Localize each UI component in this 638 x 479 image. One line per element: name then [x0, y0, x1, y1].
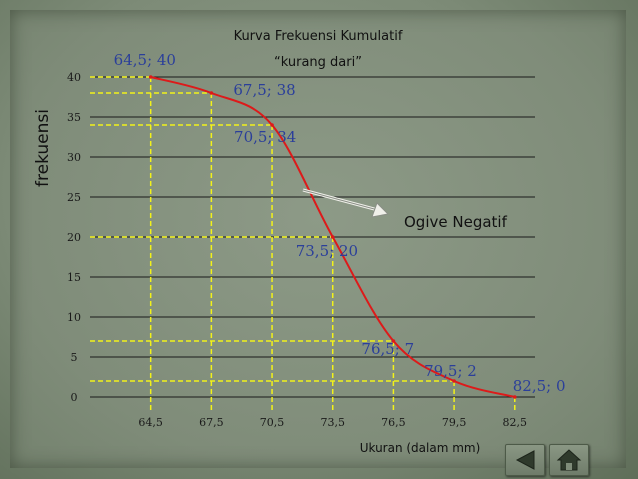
- data-point: [452, 379, 456, 383]
- home-icon: [556, 449, 582, 471]
- y-tick-label: 40: [67, 71, 81, 84]
- x-tick-label: 70,5: [260, 416, 285, 429]
- data-point: [148, 75, 153, 79]
- data-point: [270, 123, 274, 127]
- annotation-arrow: [302, 188, 390, 218]
- y-tick-label: 35: [67, 111, 81, 124]
- prev-slide-button[interactable]: [505, 444, 545, 476]
- x-tick-label: 64,5: [138, 416, 163, 429]
- label-layer: 64,5; 40 67,5; 38 70,5; 34 73,5; 20 76,5; 7 7…: [114, 51, 566, 395]
- data-point: [391, 339, 396, 343]
- y-tick-label: 0: [71, 391, 78, 404]
- guide-layer: [90, 76, 516, 412]
- point-label: 64,5; 40: [114, 51, 176, 69]
- data-point: [209, 91, 214, 95]
- home-button[interactable]: [549, 444, 589, 476]
- y-axis-label: frekuensi: [33, 109, 53, 187]
- y-tick-label: 20: [67, 231, 81, 244]
- x-axis-label: Ukuran (dalam mm): [360, 441, 481, 455]
- x-tick-label: 79,5: [442, 416, 467, 429]
- point-label: 73,5; 20: [296, 242, 358, 260]
- y-tick-label: 30: [67, 151, 81, 164]
- y-tick-label: 15: [67, 271, 81, 284]
- point-label: 79,5; 2: [424, 362, 477, 380]
- x-tick-label: 67,5: [199, 416, 224, 429]
- x-tick-label: 73,5: [320, 416, 345, 429]
- y-tick-label: 5: [71, 351, 78, 364]
- point-label: 76,5; 7: [361, 340, 414, 358]
- x-tick-label: 82,5: [503, 416, 528, 429]
- point-label: 82,5; 0: [513, 377, 566, 395]
- chart-subtitle: “kurang dari”: [274, 55, 362, 70]
- ogive-annotation: Ogive Negatif: [404, 213, 508, 231]
- prev-slide-icon: [515, 450, 535, 470]
- slide-frame: [10, 10, 626, 468]
- data-point: [330, 235, 335, 239]
- point-label: 70,5; 34: [234, 128, 296, 146]
- data-point: [512, 395, 517, 399]
- x-tick-label: 76,5: [381, 416, 406, 429]
- point-label: 67,5; 38: [233, 81, 295, 99]
- chart-title: Kurva Frekuensi Kumulatif: [234, 29, 403, 44]
- series-layer: [148, 75, 517, 399]
- y-tick-label: 10: [67, 311, 81, 324]
- y-tick-label: 25: [67, 191, 81, 204]
